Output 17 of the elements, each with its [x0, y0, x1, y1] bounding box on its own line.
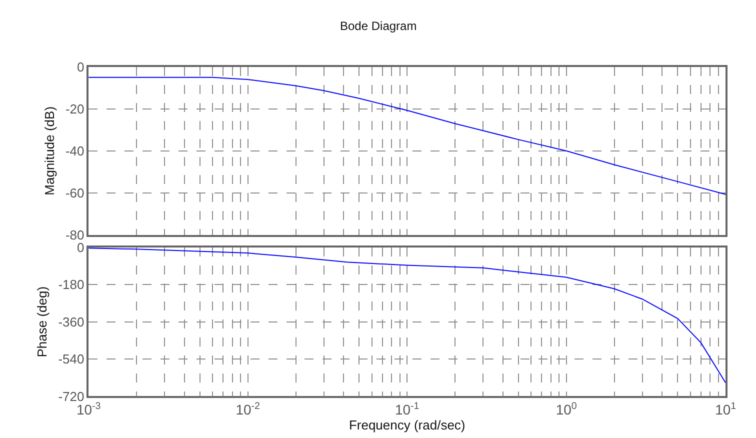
x-axis-title: Frequency (rad/sec) [348, 418, 466, 433]
y-tick-label: -360 [58, 314, 84, 330]
y-tick-label: -20 [65, 101, 84, 116]
x-tick-label: 10$^{1}$ [715, 400, 736, 418]
y-tick-label: 0 [77, 59, 84, 74]
x-tick-label: 10$^{-2}$ [236, 400, 260, 418]
y-axis-title: Phase (deg) [34, 286, 50, 358]
y-tick-label: 0 [77, 240, 84, 256]
x-tick-label: 10$^{0}$ [556, 400, 578, 418]
y-tick-label: -40 [65, 143, 84, 158]
y-tick-label: -60 [65, 185, 84, 200]
chart-title: Bode Diagram [340, 19, 417, 33]
y-tick-label: -80 [65, 227, 84, 242]
x-tick-label: 10$^{-1}$ [394, 400, 420, 418]
y-axis-title: Magnitude (dB) [42, 106, 57, 196]
y-tick-label: -180 [58, 277, 84, 292]
y-tick-label: -540 [58, 352, 84, 367]
